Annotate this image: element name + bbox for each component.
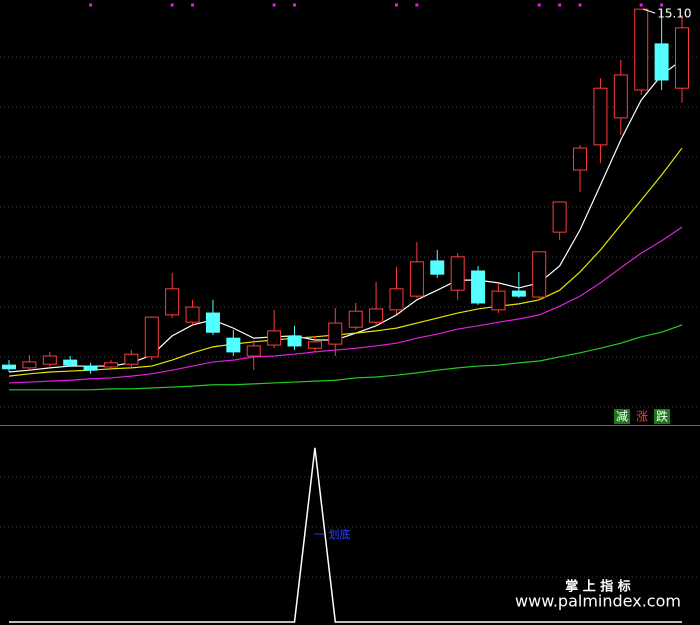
legend-tag: 减 xyxy=(616,410,628,424)
candle-body xyxy=(103,362,118,368)
candle-body xyxy=(532,251,547,298)
candle-body xyxy=(246,345,261,357)
candle-body xyxy=(165,288,180,316)
candle-body xyxy=(287,335,302,347)
candle-body xyxy=(22,361,37,369)
candle-body xyxy=(369,308,384,323)
watermark-title: 掌 上 指 标 xyxy=(565,579,631,595)
indicator-label: 一 划底 xyxy=(314,527,351,541)
candle-body xyxy=(124,353,139,365)
candle-body xyxy=(185,306,200,323)
top-marker xyxy=(394,3,398,7)
max-label: 15.10 xyxy=(657,7,691,21)
moving-average xyxy=(9,324,683,391)
top-marker xyxy=(293,3,297,7)
candle-body xyxy=(634,8,649,91)
top-marker xyxy=(170,3,174,7)
moving-average xyxy=(8,59,683,373)
top-marker xyxy=(272,3,276,7)
candle-body xyxy=(63,359,78,366)
candle-body xyxy=(552,201,567,233)
grid xyxy=(0,56,700,578)
annotation-arrow xyxy=(643,8,656,14)
candle-body xyxy=(144,316,159,358)
candle-body xyxy=(226,337,241,353)
candle-body xyxy=(389,288,404,311)
candle-body xyxy=(613,74,628,119)
candle-body xyxy=(654,43,669,81)
legend-tag-box xyxy=(634,409,650,424)
legend-tag-box xyxy=(654,409,670,424)
candle-body xyxy=(267,330,282,346)
top-marker xyxy=(191,3,195,7)
legend-tag-box xyxy=(614,409,630,424)
top-marker xyxy=(415,3,419,7)
candle-body xyxy=(328,322,343,345)
candle-body xyxy=(307,341,322,349)
candle-body xyxy=(83,365,98,371)
top-marker xyxy=(537,3,541,7)
indicator-line xyxy=(9,447,682,623)
candle-body xyxy=(409,261,424,297)
candle-body xyxy=(491,290,506,311)
moving-average xyxy=(8,226,683,384)
candle-body xyxy=(42,355,57,365)
legend-tag: 涨 xyxy=(636,409,648,424)
watermark-url: www.palmindex.com xyxy=(515,592,681,611)
top-marker xyxy=(558,3,562,7)
candle-body xyxy=(471,270,486,304)
candle-body xyxy=(2,364,16,370)
candle-body xyxy=(573,147,588,171)
candle-body xyxy=(430,260,445,275)
top-marker xyxy=(639,3,643,7)
candle-body xyxy=(450,256,465,291)
candle-body xyxy=(593,87,608,146)
top-marker xyxy=(89,3,93,7)
moving-average xyxy=(8,147,683,377)
legend-tag: 跌 xyxy=(656,409,668,424)
candle-body xyxy=(675,27,689,89)
top-marker xyxy=(578,3,582,7)
candle-body xyxy=(511,290,526,297)
top-marker xyxy=(660,3,664,7)
candle-body xyxy=(348,310,363,328)
candle-body xyxy=(205,312,220,333)
